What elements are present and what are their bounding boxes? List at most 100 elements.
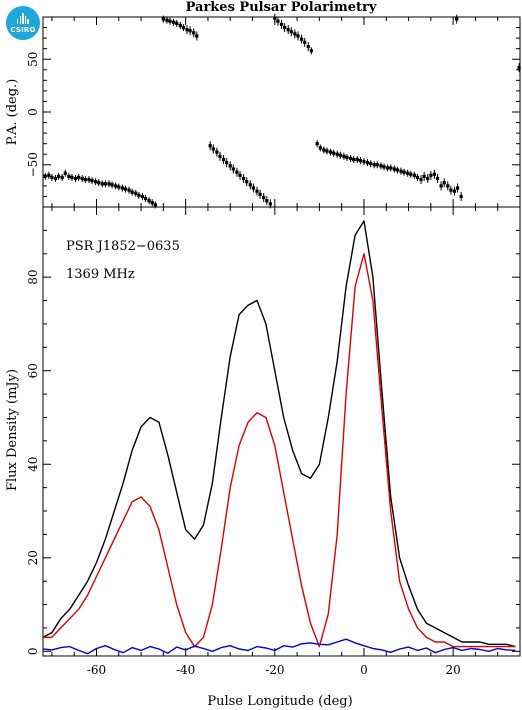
- pa-point: [100, 182, 104, 186]
- flux-y-tick-label: 80: [26, 270, 40, 285]
- pa-point: [439, 184, 443, 188]
- pa-point: [137, 193, 141, 197]
- chart-title: Parkes Pulsar Polarimetry: [186, 0, 377, 15]
- pa-point: [358, 158, 363, 163]
- pa-point: [355, 157, 359, 162]
- pa-point: [211, 147, 215, 151]
- pa-point: [140, 194, 145, 199]
- pa-point: [283, 25, 287, 30]
- pa-point: [165, 18, 169, 22]
- pa-point: [345, 155, 349, 159]
- pa-point: [63, 171, 67, 175]
- pa-point: [375, 163, 379, 167]
- pa-point: [218, 154, 222, 158]
- pa-point: [348, 156, 353, 161]
- pa-point: [43, 174, 47, 178]
- pa-point: [395, 168, 400, 172]
- pa-point: [238, 173, 242, 177]
- csiro-logo: CSIRO: [6, 6, 40, 40]
- pa-point: [325, 149, 329, 153]
- pa-point: [365, 161, 370, 165]
- pa-point: [379, 164, 383, 168]
- pa-point: [90, 179, 94, 183]
- pa-point: [172, 20, 176, 24]
- pa-point: [153, 203, 157, 207]
- flux-y-tick-label: 40: [26, 457, 40, 472]
- pa-point: [362, 160, 366, 164]
- pa-point: [385, 166, 390, 170]
- pa-point: [303, 40, 307, 44]
- pa-point: [245, 180, 249, 184]
- flux-axis-label: Flux Density (mJy): [5, 369, 20, 491]
- pa-point: [231, 167, 235, 171]
- pa-point: [412, 173, 416, 177]
- pa-point: [315, 142, 319, 146]
- pa-point: [188, 29, 192, 33]
- x-axis-label: Pulse Longitude (deg): [207, 694, 352, 709]
- x-tick-label: -40: [176, 663, 195, 677]
- linear-polarization-line: [43, 253, 516, 648]
- pa-point: [435, 176, 440, 181]
- pa-point: [328, 150, 333, 154]
- flux-panel: -60 -40 -20 0 20 0 20 40 60 80: [26, 206, 521, 677]
- pa-point: [415, 175, 420, 180]
- pa-point: [107, 182, 111, 186]
- pa-point: [110, 183, 114, 187]
- pa-point: [352, 157, 356, 162]
- pa-point: [268, 202, 272, 206]
- pa-point: [422, 174, 426, 178]
- flux-y-tick-label: 0: [26, 648, 40, 656]
- pa-point: [382, 165, 386, 169]
- pa-point: [195, 34, 199, 38]
- pa-point: [57, 174, 61, 178]
- pa-point: [117, 185, 121, 189]
- flux-y-tick-label: 20: [26, 550, 40, 565]
- csiro-logo-icon: [17, 13, 29, 24]
- pa-point: [322, 148, 326, 152]
- pa-point: [402, 170, 406, 174]
- pa-point: [242, 176, 246, 181]
- pa-point: [289, 30, 293, 34]
- pa-point: [181, 25, 186, 30]
- pa-point: [147, 199, 151, 203]
- pa-point: [60, 175, 64, 180]
- pa-point: [309, 49, 313, 53]
- x-tick-label: 20: [445, 663, 460, 677]
- csiro-logo-text: CSIRO: [10, 26, 36, 34]
- pa-point: [47, 173, 51, 177]
- x-tick-label: 0: [360, 663, 368, 677]
- pa-point: [185, 28, 189, 32]
- pa-point: [419, 177, 423, 182]
- pa-point: [426, 176, 430, 181]
- pa-y-tick-label: 50: [26, 52, 40, 67]
- pa-point: [318, 146, 322, 150]
- circular-polarization-line: [42, 638, 516, 655]
- pa-point: [175, 21, 179, 25]
- pa-point: [442, 181, 446, 185]
- pa-point: [103, 182, 108, 186]
- pa-point: [449, 188, 453, 192]
- pa-point: [123, 187, 128, 191]
- pa-point: [67, 174, 71, 178]
- pa-point: [97, 181, 101, 185]
- pa-point: [338, 153, 342, 157]
- pa-point: [432, 172, 437, 176]
- x-tick-label: -20: [265, 663, 284, 677]
- pa-point: [178, 23, 182, 28]
- pa-point: [70, 175, 74, 180]
- pa-point: [221, 157, 226, 162]
- pa-point: [286, 28, 290, 32]
- pa-point: [265, 199, 269, 203]
- pa-point: [392, 167, 396, 171]
- pa-point: [372, 163, 376, 167]
- pa-point: [517, 66, 521, 70]
- pa-point: [130, 190, 134, 194]
- pa-panel: −50 0 50: [26, 13, 521, 209]
- pa-point: [332, 151, 336, 155]
- pa-point: [406, 171, 410, 175]
- pa-point: [293, 32, 297, 36]
- pa-point: [94, 180, 98, 184]
- pa-point: [273, 16, 277, 20]
- pa-point: [342, 154, 346, 158]
